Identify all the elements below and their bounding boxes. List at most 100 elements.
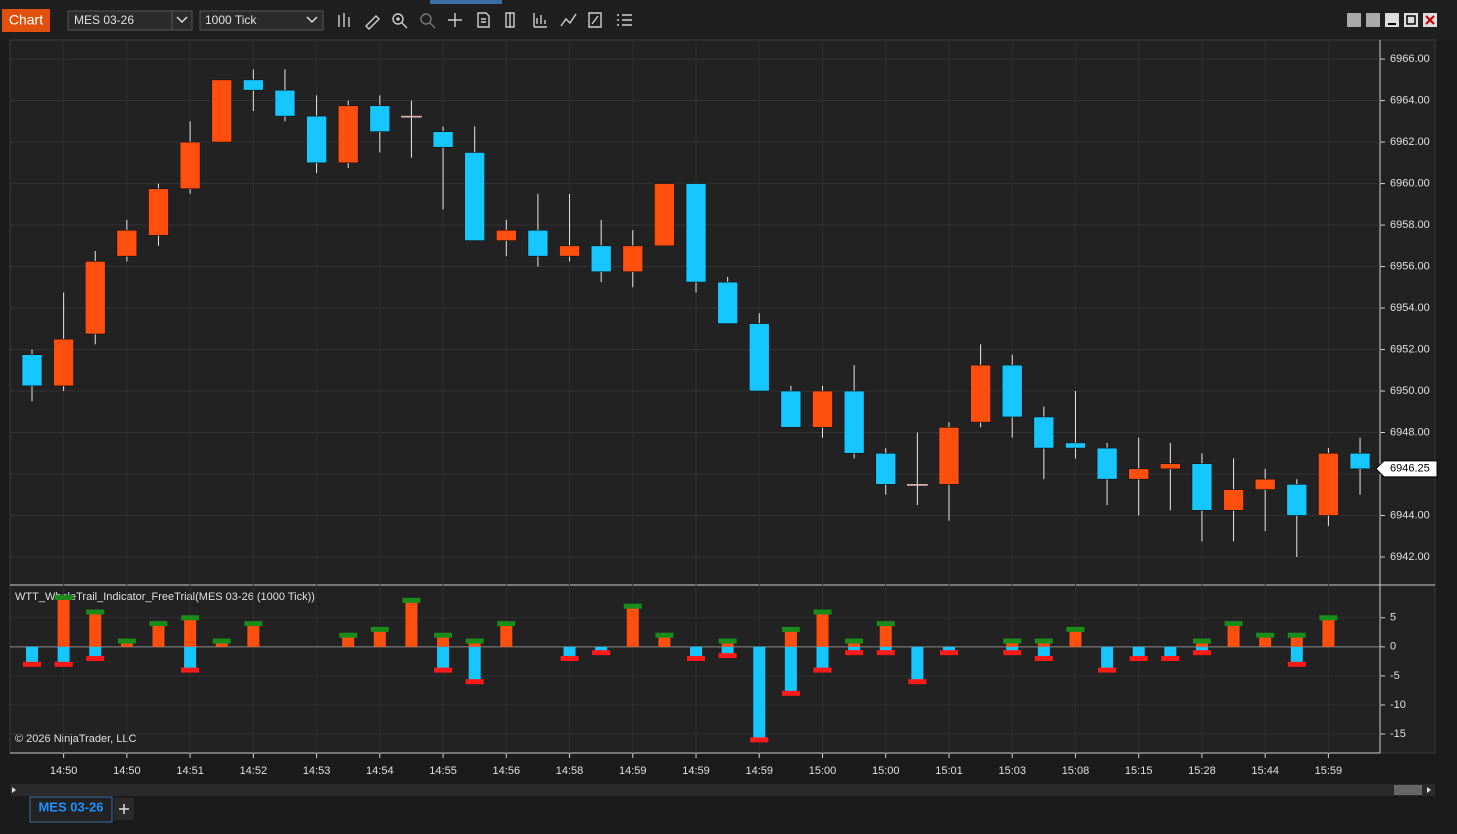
x-tick-label: 14:56 — [493, 765, 521, 777]
indicator-marker — [244, 621, 263, 627]
indicator-marker — [845, 638, 864, 644]
indicator-marker — [1224, 621, 1243, 627]
indicator-bar — [1227, 623, 1240, 647]
candle-body — [1001, 364, 1023, 418]
indicator-marker — [813, 609, 832, 615]
x-tick-label: 15:08 — [1062, 765, 1090, 777]
candle-body — [1349, 452, 1371, 470]
indicator-title: WTT_WhaleTrail_Indicator_FreeTrial(MES 0… — [15, 591, 315, 603]
indicator-bar — [816, 611, 829, 647]
indicator-bar — [184, 617, 197, 647]
instrument-dropdown[interactable] — [67, 10, 193, 31]
indicator-bar — [26, 646, 38, 665]
indicator-marker — [339, 632, 358, 638]
indicator-marker — [718, 653, 737, 659]
indicator-marker — [465, 679, 484, 685]
instrument-tab-label: MES 03-26 — [38, 799, 103, 814]
indicator-bar — [1006, 646, 1019, 653]
indicator-bar — [626, 606, 639, 647]
candle-body — [179, 141, 201, 190]
indicator-marker — [560, 655, 579, 661]
indicator-bar — [784, 646, 797, 694]
indicator-marker — [1192, 650, 1211, 656]
indicator-bar — [57, 646, 70, 665]
indicator-bar — [1037, 641, 1050, 647]
candle-body — [780, 390, 802, 428]
x-tick-label: 14:58 — [556, 765, 584, 777]
x-tick-label: 14:59 — [682, 765, 710, 777]
x-tick-label: 15:03 — [998, 765, 1026, 777]
indicator-bar — [373, 629, 386, 647]
y-tick-label: 6956.00 — [1390, 260, 1430, 272]
candle-body — [1065, 442, 1086, 449]
y-tick-label: 6954.00 — [1390, 302, 1430, 314]
indicator-bar — [247, 623, 260, 647]
indicator-marker — [876, 650, 895, 656]
candle-body — [337, 105, 359, 164]
indicator-marker — [845, 650, 864, 656]
window-tab-indicator — [430, 0, 502, 4]
indicator-bar — [468, 641, 481, 647]
chart-tab[interactable] — [2, 9, 50, 32]
indicator-bar — [1101, 646, 1114, 671]
y-tick-label: 6960.00 — [1390, 177, 1430, 189]
indicator-marker — [655, 632, 674, 638]
candle-body — [1254, 478, 1276, 490]
indicator-bar — [437, 646, 450, 671]
toolbar-icons[interactable] — [338, 12, 632, 30]
indicator-marker — [1003, 650, 1022, 656]
x-tick-label: 15:59 — [1315, 765, 1343, 777]
candle-body — [1160, 463, 1181, 470]
indicator-marker — [623, 603, 642, 609]
x-tick-label: 14:50 — [50, 765, 78, 777]
y-tick-label: 6952.00 — [1390, 343, 1430, 355]
indicator-bar — [1195, 641, 1208, 647]
candle-body — [211, 79, 233, 143]
last-price-label: 6946.25 — [1390, 463, 1430, 475]
indicator-bar — [1069, 629, 1082, 647]
indicator-marker — [1003, 638, 1022, 644]
indicator-marker — [1034, 638, 1053, 644]
indicator-marker — [1129, 655, 1148, 661]
indicator-bar — [57, 597, 70, 647]
candle-body — [907, 484, 928, 486]
window-controls[interactable] — [1347, 13, 1437, 27]
indicator-bar — [120, 641, 133, 647]
interval-dropdown[interactable] — [199, 10, 324, 31]
candle-body — [369, 105, 391, 132]
candle-body — [875, 452, 897, 485]
indicator-bar — [500, 623, 513, 647]
indicator-marker — [592, 650, 611, 656]
indicator-bar — [1006, 641, 1019, 647]
indicator-marker — [718, 638, 737, 644]
tab-bar — [0, 797, 1457, 834]
x-tick-label: 14:53 — [303, 765, 331, 777]
indicator-bar — [721, 641, 734, 647]
indicator-bar — [468, 646, 481, 682]
indicator-marker — [1161, 655, 1180, 661]
scroll-thumb[interactable] — [1394, 785, 1422, 795]
plots: 6942.006944.006946.006948.006950.006952.… — [10, 40, 1438, 777]
indicator-bar — [563, 646, 576, 659]
indicator-bar — [1290, 646, 1303, 665]
indicator-marker — [465, 638, 484, 644]
indicator-marker — [86, 655, 105, 661]
candle-body — [1318, 452, 1339, 516]
candle-body — [685, 183, 707, 283]
indicator-marker — [1192, 638, 1211, 644]
indicator-bar — [89, 646, 102, 659]
instrument-tab[interactable] — [29, 796, 113, 823]
indicator-bar — [215, 641, 228, 647]
x-tick-label: 14:50 — [113, 765, 141, 777]
indicator-bar — [658, 635, 671, 647]
candle-body — [1033, 416, 1055, 449]
indicator-marker — [117, 638, 136, 644]
indicator-marker — [1319, 615, 1338, 621]
scrollbar[interactable] — [10, 784, 1435, 796]
candle-body — [21, 354, 43, 387]
interval-label: 1000 Tick — [205, 13, 257, 27]
indicator-marker — [1066, 626, 1085, 632]
candle-body — [590, 245, 612, 273]
candle-body — [84, 261, 106, 335]
indicator-marker — [813, 667, 832, 673]
